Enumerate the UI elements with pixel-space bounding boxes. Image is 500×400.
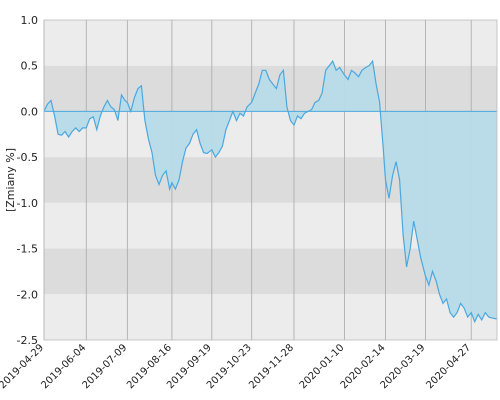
y-tick-label: -1.0 <box>17 197 38 210</box>
y-tick-label: 1.0 <box>21 14 39 27</box>
y-tick-label: -2.5 <box>17 334 38 347</box>
background-band <box>44 294 497 340</box>
background-band <box>44 20 497 66</box>
y-tick-label: 0.5 <box>21 60 39 73</box>
x-tick-label: 2020-04-27 <box>424 342 473 391</box>
y-tick-label: 0.0 <box>21 105 39 118</box>
y-tick-label: -1.5 <box>17 243 38 256</box>
y-tick-label: -2.0 <box>17 288 38 301</box>
x-tick-label: 2019-11-28 <box>247 342 296 391</box>
y-tick-label: -0.5 <box>17 151 38 164</box>
series-line <box>43 59 498 324</box>
y-axis-label: [Zmiany %] <box>4 148 17 212</box>
series-area-fill <box>44 61 497 322</box>
plot-border <box>43 19 498 341</box>
